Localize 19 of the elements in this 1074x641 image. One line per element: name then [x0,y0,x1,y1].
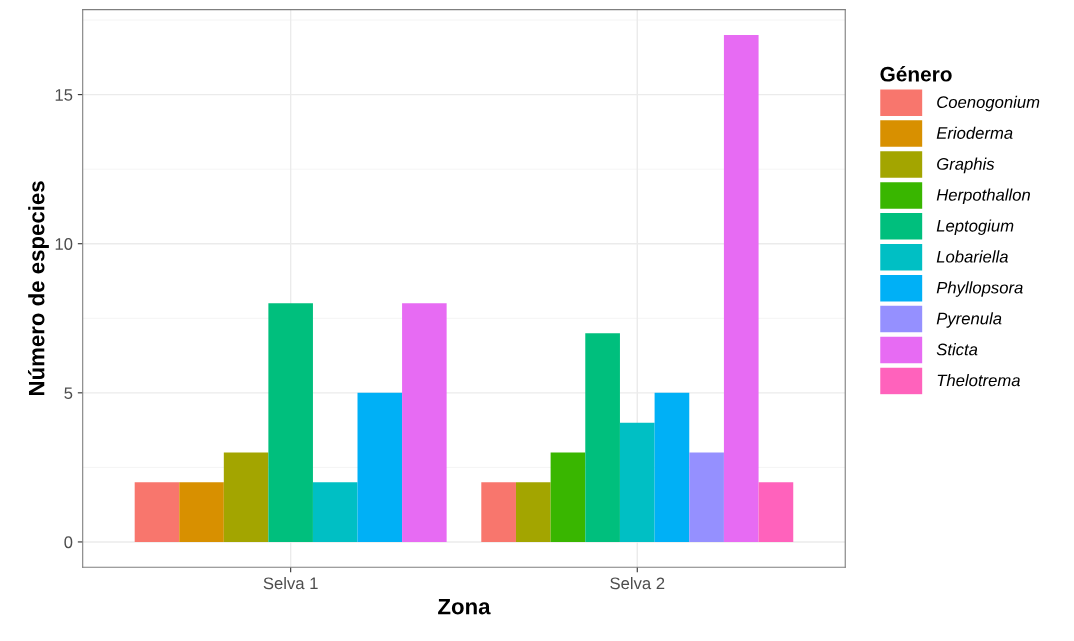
y-tick-label: 5 [64,387,73,400]
x-tick-label: Selva 1 [263,577,318,590]
y-tick-label: 10 [55,238,73,250]
legend-label: Erioderma [936,126,1013,139]
legend-label: Coenogonium [937,95,1040,112]
y-tick-label: 15 [55,89,73,101]
legend-label: Phyllopsora [936,281,1023,297]
x-axis-title: Zona [438,598,491,615]
y-axis-title: Número de especies [27,181,49,396]
legend-label: Thelotrema [937,374,1020,387]
legend-label: Herpothallon [936,188,1030,205]
legend-title: Género [880,66,952,82]
legend-label: Leptogium [936,219,1014,235]
x-tick-label: Selva 2 [610,577,665,590]
legend-label: Pyrenula [936,312,1002,328]
legend-label: Lobariella [936,250,1008,263]
legend-label: Graphis [937,157,995,174]
y-tick-label: 0 [64,536,73,549]
legend-label: Sticta [936,343,978,356]
